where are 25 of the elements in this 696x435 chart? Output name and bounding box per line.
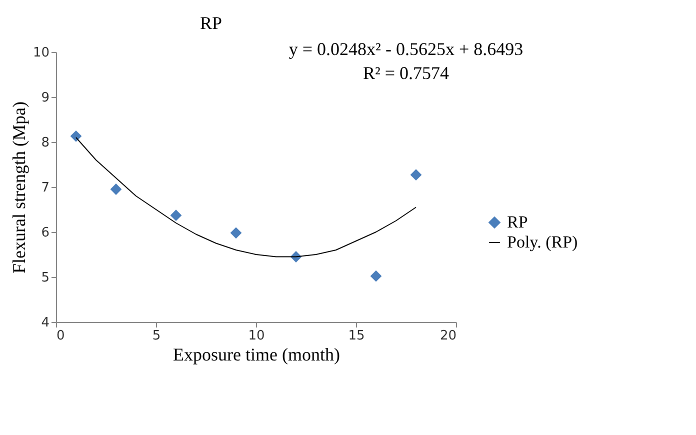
y-axis-title: Flexural strength (Mpa) bbox=[8, 102, 29, 274]
x-tick-label: 5 bbox=[152, 328, 161, 344]
y-tick-label: 10 bbox=[32, 46, 50, 60]
point bbox=[230, 227, 242, 239]
point bbox=[410, 169, 422, 181]
x-axis-title: Exposure time (month) bbox=[173, 344, 340, 364]
x-tick-label: 0 bbox=[56, 328, 65, 344]
y-tick-label: 6 bbox=[41, 226, 50, 240]
legend-label: RP bbox=[507, 212, 528, 232]
annotation: R² = 0.7574 bbox=[362, 63, 450, 83]
legend-label: Poly. (RP) bbox=[507, 232, 578, 252]
x-tick-label: 20 bbox=[440, 328, 456, 344]
annotation: y = 0.0248x² - 0.5625x + 8.6493 bbox=[288, 39, 524, 59]
point bbox=[170, 210, 182, 222]
y-tick-label: 7 bbox=[41, 180, 50, 196]
x-tick-label: 10 bbox=[248, 328, 265, 344]
y-tick-label: 9 bbox=[41, 90, 50, 106]
y-tick-label: 5 bbox=[41, 270, 50, 286]
point bbox=[370, 270, 382, 282]
point bbox=[110, 184, 122, 195]
x-tick-label: 15 bbox=[348, 328, 365, 344]
y-tick-label: 4 bbox=[41, 316, 50, 330]
point bbox=[70, 130, 82, 142]
y-tick-label: 8 bbox=[41, 136, 50, 150]
chart-title: RP bbox=[200, 13, 222, 33]
